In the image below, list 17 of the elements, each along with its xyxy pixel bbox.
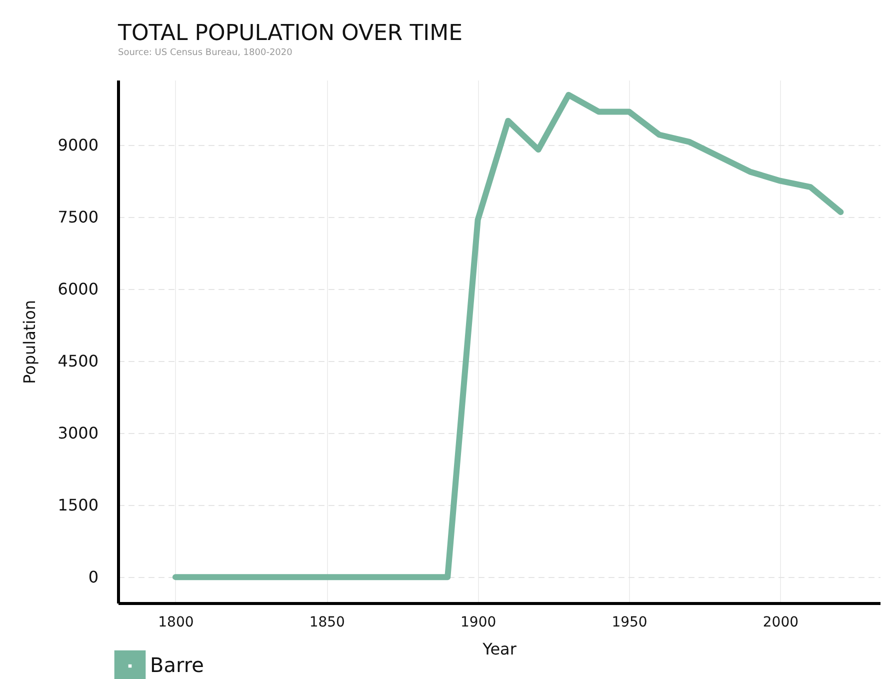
source-note: Source: US Census Bureau, 1800-2020 bbox=[118, 48, 293, 58]
x-tick-label: 1800 bbox=[158, 614, 194, 630]
x-tick-label: 1850 bbox=[309, 614, 345, 630]
x-tick-label: 2000 bbox=[762, 614, 799, 630]
x-tick-label: 1900 bbox=[460, 614, 496, 630]
y-axis-title: Population bbox=[20, 300, 39, 384]
chart-title: TOTAL POPULATION OVER TIME bbox=[117, 21, 463, 46]
x-axis-title: Year bbox=[482, 640, 517, 658]
y-tick-label: 9000 bbox=[58, 135, 98, 154]
x-tick-label: 1950 bbox=[612, 614, 648, 630]
y-tick-label: 1500 bbox=[58, 496, 98, 515]
y-tick-label: 0 bbox=[88, 568, 98, 587]
legend-label: Barre bbox=[150, 653, 204, 677]
y-tick-label: 3000 bbox=[58, 423, 98, 442]
y-tick-label: 7500 bbox=[58, 207, 98, 226]
y-tick-label: 6000 bbox=[58, 279, 98, 298]
y-tick-label: 4500 bbox=[58, 351, 98, 370]
